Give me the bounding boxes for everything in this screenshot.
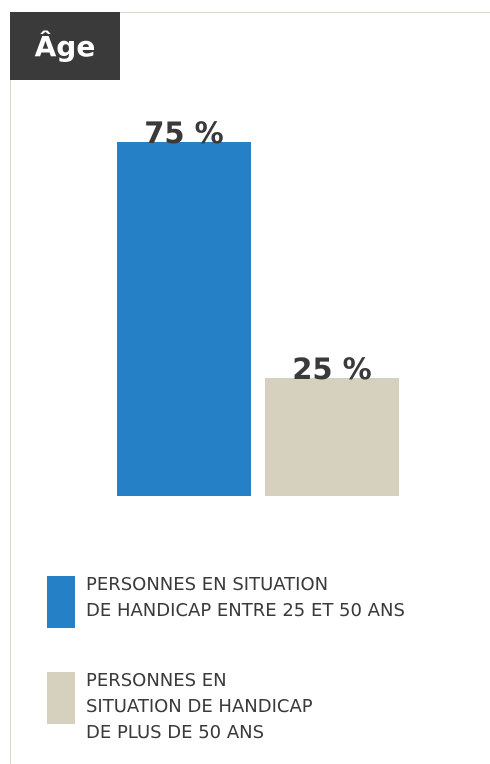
legend-item-25-50: PERSONNES EN SITUATION DE HANDICAP ENTRE… (47, 572, 477, 628)
chart-title: Âge (10, 12, 120, 80)
bar-chart: 75 % 25 % (117, 116, 399, 496)
legend-item-50-plus: PERSONNES EN SITUATION DE HANDICAP DE PL… (47, 668, 477, 746)
legend: PERSONNES EN SITUATION DE HANDICAP ENTRE… (47, 572, 477, 746)
bar-25-50 (117, 142, 251, 496)
chart-panel (10, 12, 490, 764)
bar-label-50-plus: 25 % (292, 352, 372, 386)
legend-label-25-50: PERSONNES EN SITUATION DE HANDICAP ENTRE… (86, 574, 405, 621)
legend-swatch-25-50 (47, 576, 75, 628)
legend-label-50-plus: PERSONNES EN SITUATION DE HANDICAP DE PL… (86, 670, 313, 743)
bar-50-plus (265, 378, 399, 496)
legend-swatch-50-plus (47, 672, 75, 724)
bar-label-25-50: 75 % (144, 116, 224, 150)
